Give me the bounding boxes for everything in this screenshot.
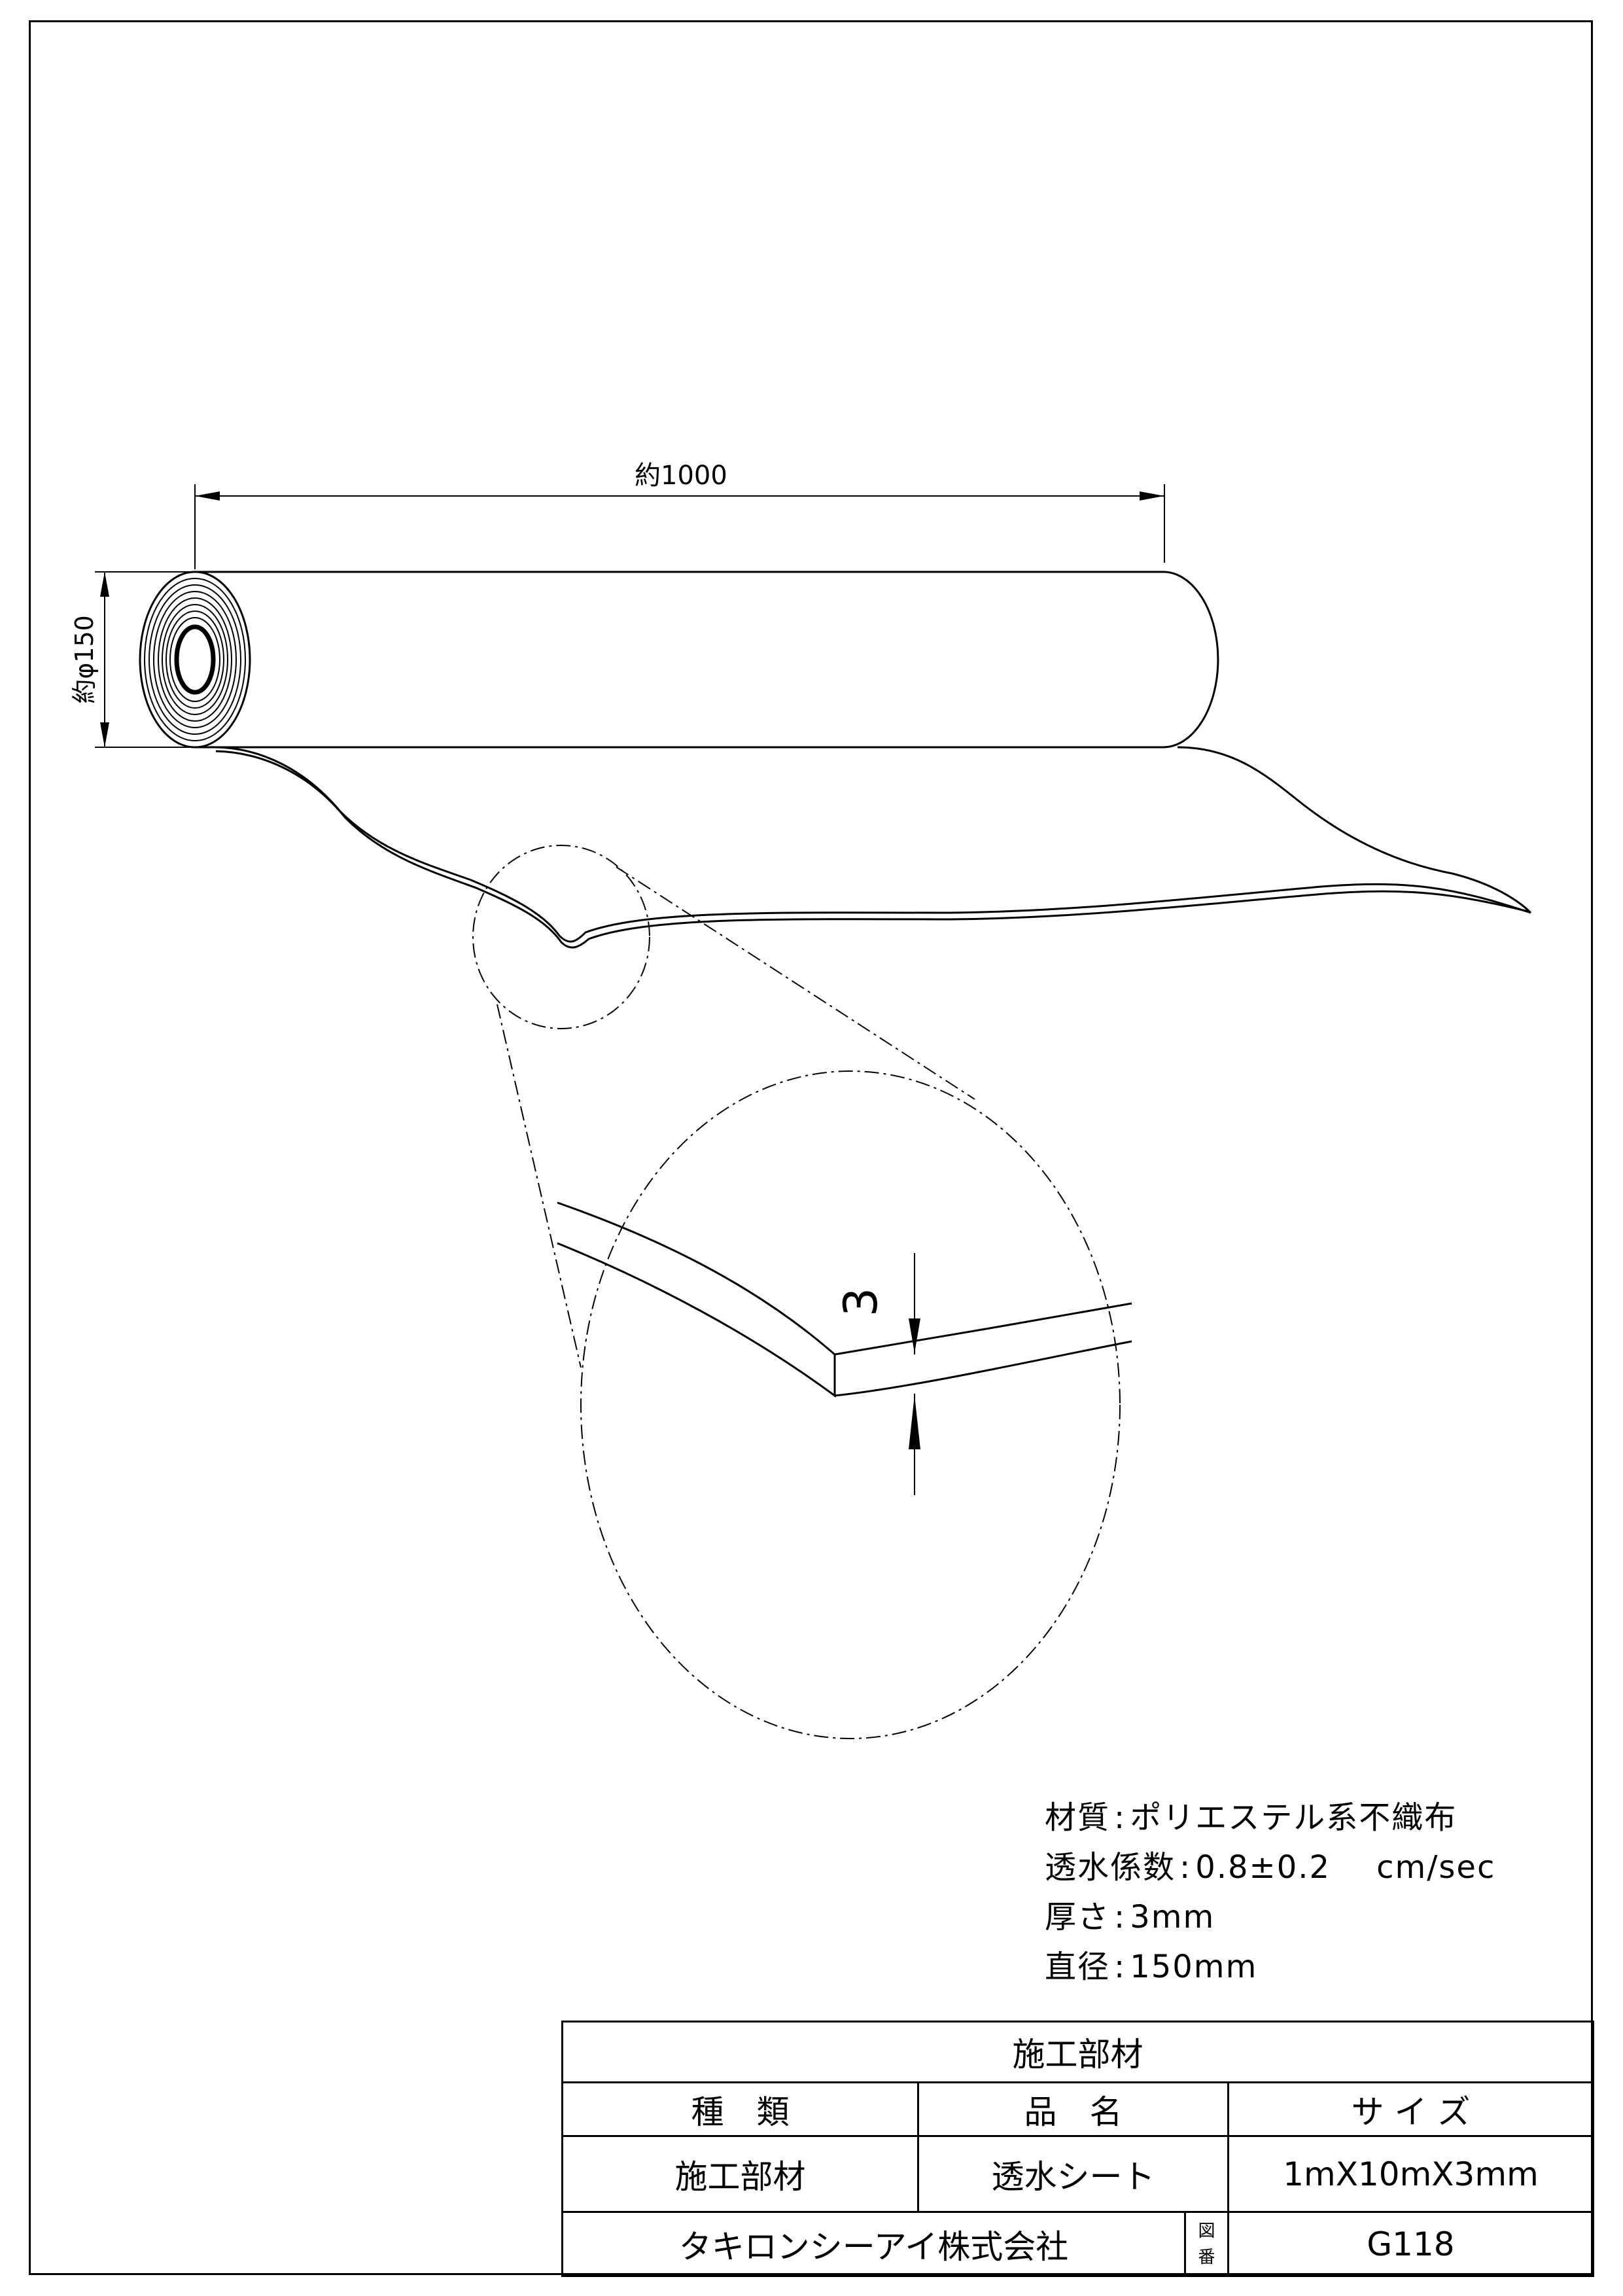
cell-name: 透水シート: [917, 2135, 1229, 2213]
material-label: 材質: [1045, 1799, 1111, 1836]
thickness-label-text: 厚さ: [1045, 1899, 1111, 1935]
permeability-unit: cm/sec: [1376, 1849, 1496, 1886]
data-row: 施工部材 透水シート 1mX10mX3mm: [561, 2135, 1594, 2213]
permeability-value: 0.8±0.2: [1195, 1849, 1331, 1886]
title-block: 施工部材 種 類 品 名 サ イ ズ 施工部材 透水シート 1mX10mX3mm…: [561, 2021, 1594, 2277]
diameter-label-text: 直径: [1045, 1949, 1111, 1985]
drawing-number-label-top: 図: [1198, 2221, 1215, 2241]
header-size: サ イ ズ: [1227, 2081, 1594, 2137]
thickness-label: 3: [834, 1288, 888, 1317]
detail-callout: [472, 845, 1121, 1739]
length-dimension: [194, 484, 1165, 569]
separator: :: [1179, 1849, 1192, 1886]
header-row: 種 類 品 名 サ イ ズ: [561, 2081, 1594, 2137]
separator: :: [1114, 1799, 1126, 1836]
thickness-row: 厚さ:3mm: [1045, 1892, 1495, 1942]
permeability-label: 透水係数: [1045, 1849, 1176, 1886]
separator: :: [1114, 1949, 1126, 1985]
cell-size: 1mX10mX3mm: [1227, 2135, 1594, 2213]
company-cell: タキロンシーアイ株式会社: [561, 2211, 1186, 2277]
length-label: 約1000: [635, 461, 727, 491]
diameter-value: 150mm: [1130, 1949, 1258, 1985]
material-row: 材質: ポリエステル系不織布: [1045, 1793, 1495, 1843]
unrolled-sheet: [209, 746, 1532, 949]
cell-type: 施工部材: [561, 2135, 919, 2213]
title-cell: 施工部材: [561, 2021, 1594, 2083]
thickness-dimension: [909, 1253, 920, 1495]
sheet-roll: [139, 571, 1219, 749]
company-row: タキロンシーアイ株式会社 図番 G118: [561, 2211, 1594, 2277]
diameter-row: 直径:150mm: [1045, 1942, 1495, 1992]
header-type: 種 類: [561, 2081, 919, 2137]
drawing-number-label-bottom: 番: [1198, 2247, 1215, 2267]
header-name: 品 名: [917, 2081, 1229, 2137]
drawing-number: G118: [1227, 2211, 1594, 2277]
permeability-row: 透水係数:0.8±0.2 cm/sec: [1045, 1843, 1495, 1892]
thickness-value: 3mm: [1130, 1899, 1215, 1935]
separator: :: [1114, 1899, 1126, 1935]
drawing-number-label: 図番: [1184, 2211, 1229, 2277]
diameter-label: 約φ150: [70, 615, 99, 704]
title-row: 施工部材: [561, 2021, 1594, 2083]
magnified-section: [557, 1201, 1132, 1398]
title-block-table: 施工部材 種 類 品 名 サ イ ズ 施工部材 透水シート 1mX10mX3mm…: [561, 2021, 1594, 2277]
specification-notes: 材質: ポリエステル系不織布 透水係数:0.8±0.2 cm/sec 厚さ:3mm …: [1045, 1793, 1495, 1992]
diameter-dimension: [95, 571, 196, 748]
material-value: ポリエステル系不織布: [1130, 1799, 1457, 1836]
